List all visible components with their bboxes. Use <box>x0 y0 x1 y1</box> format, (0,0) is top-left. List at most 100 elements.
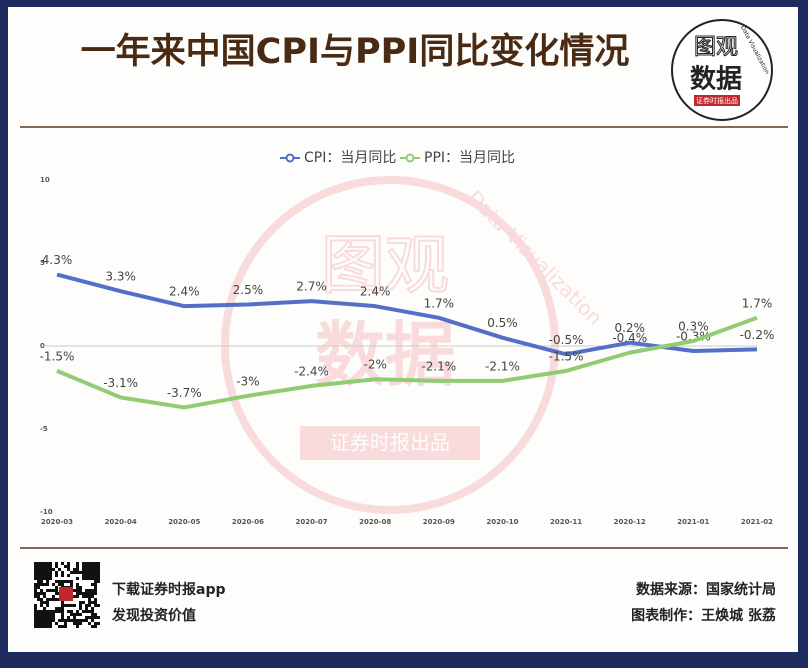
qr-cell <box>61 601 64 604</box>
qr-cell <box>40 574 43 577</box>
qr-cell <box>88 568 91 571</box>
qr-cell <box>46 568 49 571</box>
x-tick-label: 2020-09 <box>423 518 455 526</box>
qr-cell <box>85 616 88 619</box>
legend-label: CPI：当月同比 <box>304 150 396 166</box>
qr-cell <box>61 610 64 613</box>
qr-cell <box>85 592 88 595</box>
qr-cell <box>64 604 67 607</box>
qr-cell <box>55 571 58 574</box>
y-tick-label: 10 <box>40 176 50 184</box>
qr-cell <box>46 613 49 616</box>
qr-cell <box>67 616 70 619</box>
qr-cell <box>34 595 37 598</box>
qr-cell <box>67 610 70 613</box>
qr-cell <box>49 619 52 622</box>
qr-cell <box>55 622 58 625</box>
qr-cell <box>49 577 52 580</box>
qr-cell <box>52 610 55 613</box>
qr-cell <box>76 619 79 622</box>
qr-cell <box>91 574 94 577</box>
qr-cell <box>37 571 40 574</box>
qr-cell <box>46 580 49 583</box>
x-tick-label: 2020-07 <box>295 518 327 526</box>
qr-cell <box>94 601 97 604</box>
qr-cell <box>94 583 97 586</box>
qr-cell <box>82 577 85 580</box>
qr-cell <box>34 586 37 589</box>
qr-code <box>34 562 100 628</box>
qr-cell <box>73 616 76 619</box>
qr-cell <box>73 571 76 574</box>
x-tick-label: 2020-03 <box>41 518 73 526</box>
qr-cell <box>37 592 40 595</box>
qr-cell <box>37 625 40 628</box>
qr-cell <box>43 622 46 625</box>
qr-cell <box>85 604 88 607</box>
qr-cell <box>64 565 67 568</box>
qr-cell <box>67 562 70 565</box>
qr-cell <box>49 613 52 616</box>
data-label: -3.7% <box>167 386 202 400</box>
qr-cell <box>40 592 43 595</box>
qr-cell <box>40 610 43 613</box>
qr-cell <box>76 625 79 628</box>
qr-cell <box>49 574 52 577</box>
qr-cell <box>52 583 55 586</box>
qr-cell <box>43 595 46 598</box>
qr-cell <box>82 574 85 577</box>
data-label: -1.5% <box>549 349 584 363</box>
qr-cell <box>97 577 100 580</box>
qr-cell <box>94 622 97 625</box>
qr-cell <box>91 583 94 586</box>
qr-cell <box>43 610 46 613</box>
qr-cell <box>61 580 64 583</box>
qr-cell <box>91 607 94 610</box>
qr-cell <box>67 604 70 607</box>
qr-cell <box>94 565 97 568</box>
data-label: -3% <box>236 374 259 388</box>
qr-cell <box>94 616 97 619</box>
qr-cell <box>34 616 37 619</box>
qr-cell <box>97 622 100 625</box>
footer-slogan: 发现投资价值 <box>112 608 196 624</box>
qr-cell <box>91 625 94 628</box>
qr-cell <box>55 574 58 577</box>
data-label: 2.4% <box>169 285 200 299</box>
watermark-box <box>300 426 480 460</box>
data-label: 2.7% <box>296 280 327 294</box>
qr-cell <box>40 598 43 601</box>
qr-cell <box>46 598 49 601</box>
qr-cell <box>85 565 88 568</box>
qr-cell <box>76 562 79 565</box>
series-line <box>56 272 758 357</box>
qr-cell <box>58 619 61 622</box>
qr-cell <box>43 583 46 586</box>
qr-cell <box>76 613 79 616</box>
qr-cell <box>91 595 94 598</box>
qr-cell <box>43 574 46 577</box>
qr-cell <box>40 601 43 604</box>
qr-cell <box>82 568 85 571</box>
qr-cell <box>73 619 76 622</box>
qr-cell <box>94 604 97 607</box>
title: 一年来中国CPI与PPI同比变化情况 <box>80 32 630 72</box>
qr-cell <box>64 625 67 628</box>
qr-cell <box>46 589 49 592</box>
qr-cell <box>37 583 40 586</box>
qr-cell <box>49 610 52 613</box>
qr-cell <box>34 562 37 565</box>
qr-cell <box>64 580 67 583</box>
qr-cell <box>40 577 43 580</box>
qr-cell <box>94 580 97 583</box>
qr-cell <box>97 580 100 583</box>
qr-cell <box>52 613 55 616</box>
qr-cell <box>97 604 100 607</box>
qr-cell <box>49 622 52 625</box>
qr-cell <box>61 616 64 619</box>
qr-cell <box>61 562 64 565</box>
qr-cell <box>88 574 91 577</box>
qr-cell <box>43 607 46 610</box>
qr-cell <box>94 571 97 574</box>
